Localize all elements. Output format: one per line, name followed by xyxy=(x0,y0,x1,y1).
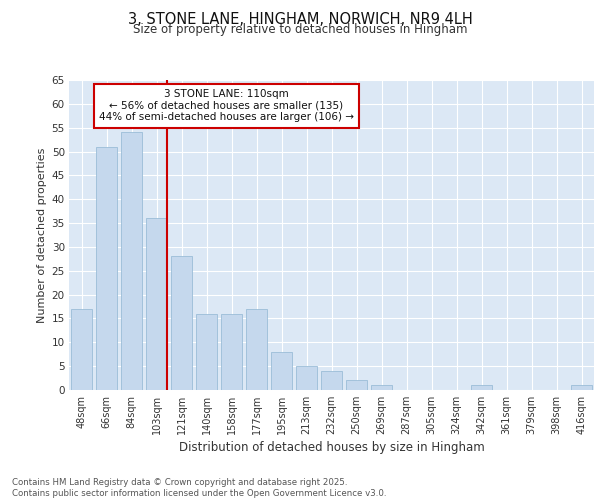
Bar xyxy=(96,147,117,390)
Bar xyxy=(121,132,142,390)
Bar xyxy=(296,366,317,390)
Bar xyxy=(71,309,92,390)
Text: 3 STONE LANE: 110sqm
← 56% of detached houses are smaller (135)
44% of semi-deta: 3 STONE LANE: 110sqm ← 56% of detached h… xyxy=(99,90,354,122)
X-axis label: Distribution of detached houses by size in Hingham: Distribution of detached houses by size … xyxy=(179,441,484,454)
Bar xyxy=(321,371,342,390)
Text: Contains HM Land Registry data © Crown copyright and database right 2025.
Contai: Contains HM Land Registry data © Crown c… xyxy=(12,478,386,498)
Text: 3, STONE LANE, HINGHAM, NORWICH, NR9 4LH: 3, STONE LANE, HINGHAM, NORWICH, NR9 4LH xyxy=(128,12,472,28)
Bar xyxy=(271,352,292,390)
Bar xyxy=(246,309,267,390)
Bar xyxy=(221,314,242,390)
Bar xyxy=(171,256,192,390)
Bar xyxy=(346,380,367,390)
Text: Size of property relative to detached houses in Hingham: Size of property relative to detached ho… xyxy=(133,22,467,36)
Bar xyxy=(571,385,592,390)
Bar xyxy=(146,218,167,390)
Bar xyxy=(471,385,492,390)
Y-axis label: Number of detached properties: Number of detached properties xyxy=(37,148,47,322)
Bar xyxy=(371,385,392,390)
Bar xyxy=(196,314,217,390)
